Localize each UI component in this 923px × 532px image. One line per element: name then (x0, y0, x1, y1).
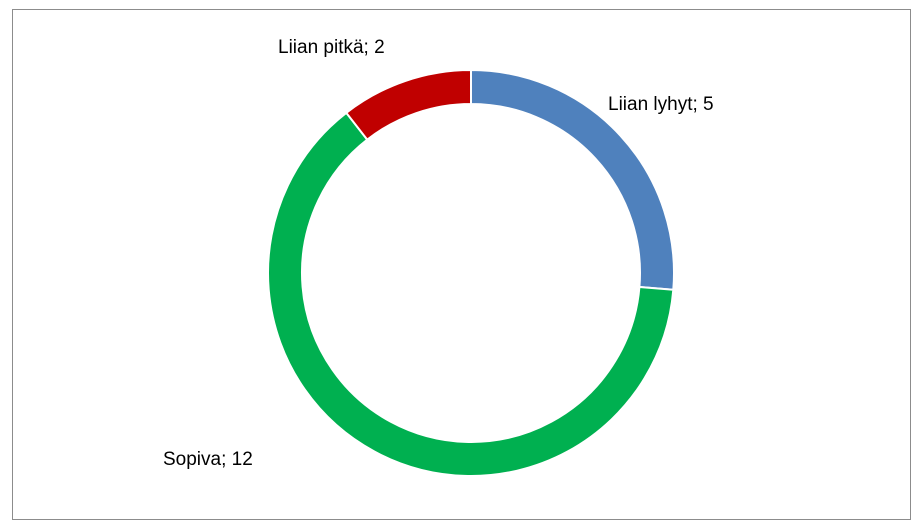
data-label: Liian pitkä; 2 (278, 37, 385, 58)
data-label: Liian lyhyt; 5 (608, 94, 714, 115)
data-label: Sopiva; 12 (163, 449, 253, 470)
donut-segment (344, 68, 472, 142)
donut-segment (267, 111, 675, 477)
